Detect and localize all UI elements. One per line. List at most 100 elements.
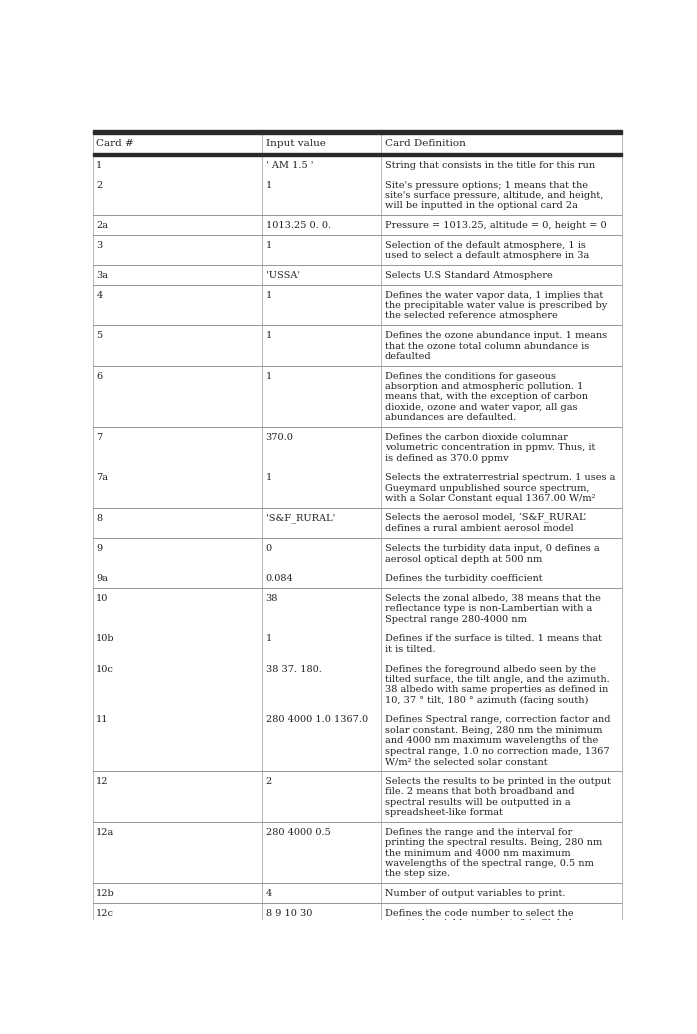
Text: 6: 6 (96, 371, 102, 381)
Text: 38 37. 180.: 38 37. 180. (266, 665, 321, 673)
Text: Selects the zonal albedo, 38 means that the: Selects the zonal albedo, 38 means that … (385, 594, 601, 603)
Text: 10b: 10b (96, 635, 115, 643)
Text: dioxide, ozone and water vapor, all gas: dioxide, ozone and water vapor, all gas (385, 403, 577, 412)
Text: reflectance type is non-Lambertian with a: reflectance type is non-Lambertian with … (385, 604, 592, 613)
Bar (93, 588, 622, 629)
Text: Defines the ozone abundance input. 1 means: Defines the ozone abundance input. 1 mea… (385, 331, 607, 340)
Text: 11: 11 (96, 716, 109, 725)
Bar (93, 153, 622, 156)
Text: Defines the code number to select the: Defines the code number to select the (385, 909, 574, 918)
Text: used to select a default atmosphere in 3a: used to select a default atmosphere in 3… (385, 251, 589, 261)
Text: 4: 4 (96, 291, 102, 300)
Text: Selects the results to be printed in the output: Selects the results to be printed in the… (385, 777, 611, 786)
Bar (93, 934, 622, 938)
Bar (93, 130, 622, 134)
Text: 10: 10 (96, 594, 109, 603)
Text: means that, with the exception of carbon: means that, with the exception of carbon (385, 393, 588, 401)
Text: 12b: 12b (96, 889, 115, 898)
Text: Selects the extraterrestrial spectrum. 1 uses a: Selects the extraterrestrial spectrum. 1… (385, 474, 615, 483)
Text: Defines Spectral range, correction factor and: Defines Spectral range, correction facto… (385, 716, 611, 725)
Text: defaulted: defaulted (385, 352, 431, 361)
Text: 7: 7 (96, 433, 102, 442)
Text: 9a: 9a (96, 574, 108, 583)
Text: 4: 4 (266, 889, 272, 898)
Text: 12a: 12a (96, 827, 114, 837)
Text: spreadsheet-like format: spreadsheet-like format (385, 808, 503, 817)
Text: solar constant. Being, 280 nm the minimum: solar constant. Being, 280 nm the minimu… (385, 726, 602, 735)
Text: 8: 8 (96, 514, 102, 523)
Text: aerosol optical depth at 500 nm: aerosol optical depth at 500 nm (385, 554, 542, 564)
Text: 12c: 12c (96, 909, 114, 918)
Text: 0.084: 0.084 (266, 574, 293, 583)
Text: the step size.: the step size. (385, 870, 450, 878)
Text: Defines the range and the interval for: Defines the range and the interval for (385, 827, 572, 837)
Bar (93, 326, 622, 366)
Text: with a Solar Constant equal 1367.00 W/m²: with a Solar Constant equal 1367.00 W/m² (385, 494, 595, 504)
Text: abundances are defaulted.: abundances are defaulted. (385, 414, 516, 422)
Text: 1013.25 0. 0.: 1013.25 0. 0. (266, 221, 331, 231)
Text: 1: 1 (266, 635, 272, 643)
Text: String that consists in the title for this run: String that consists in the title for th… (385, 161, 595, 170)
Text: the minimum and 4000 nm maximum: the minimum and 4000 nm maximum (385, 849, 570, 857)
Text: the selected reference atmosphere: the selected reference atmosphere (385, 311, 558, 321)
Text: 'USSA': 'USSA' (266, 271, 300, 280)
Text: Selects U.S Standard Atmosphere: Selects U.S Standard Atmosphere (385, 271, 553, 280)
Bar (93, 710, 622, 771)
Bar (93, 660, 622, 709)
Text: is defined as 370.0 ppmv: is defined as 370.0 ppmv (385, 454, 508, 463)
Text: 10, 37 ° tilt, 180 ° azimuth (facing south): 10, 37 ° tilt, 180 ° azimuth (facing sou… (385, 696, 588, 705)
Text: Card #: Card # (96, 140, 134, 149)
Text: W/m² the selected solar constant: W/m² the selected solar constant (385, 757, 547, 766)
Text: Site's pressure options; 1 means that the: Site's pressure options; 1 means that th… (385, 181, 588, 189)
Bar (93, 884, 622, 903)
Text: absorption and atmospheric pollution. 1: absorption and atmospheric pollution. 1 (385, 382, 583, 391)
Bar (93, 630, 622, 659)
Text: tilted surface, the tilt angle, and the azimuth.: tilted surface, the tilt angle, and the … (385, 675, 610, 683)
Text: 370.0: 370.0 (266, 433, 293, 442)
Text: Defines the turbidity coefficient: Defines the turbidity coefficient (385, 574, 542, 583)
Text: spectral range, 1.0 no correction made, 1367: spectral range, 1.0 no correction made, … (385, 747, 609, 756)
Bar (93, 904, 622, 934)
Text: Selects the turbidity data input, 0 defines a: Selects the turbidity data input, 0 defi… (385, 544, 599, 553)
Bar (93, 771, 622, 822)
Text: 2: 2 (266, 777, 272, 786)
Text: 1: 1 (96, 161, 102, 170)
Text: 280 4000 1.0 1367.0: 280 4000 1.0 1367.0 (266, 716, 368, 725)
Text: wavelengths of the spectral range, 0.5 nm: wavelengths of the spectral range, 0.5 n… (385, 859, 594, 868)
Text: 280 4000 0.5: 280 4000 0.5 (266, 827, 330, 837)
Text: Number of output variables to print.: Number of output variables to print. (385, 889, 565, 898)
Bar (93, 236, 622, 266)
Text: 2a: 2a (96, 221, 108, 231)
Bar (93, 176, 622, 215)
Bar (93, 285, 622, 326)
Bar (93, 366, 622, 427)
Text: file. 2 means that both broadband and: file. 2 means that both broadband and (385, 787, 574, 796)
Text: Selection of the default atmosphere, 1 is: Selection of the default atmosphere, 1 i… (385, 241, 585, 250)
Bar (93, 428, 622, 467)
Text: Defines the carbon dioxide columnar: Defines the carbon dioxide columnar (385, 433, 567, 442)
Text: Defines if the surface is tilted. 1 means that: Defines if the surface is tilted. 1 mean… (385, 635, 602, 643)
Text: 0: 0 (266, 544, 272, 553)
Bar (93, 134, 622, 153)
Text: 3a: 3a (96, 271, 108, 280)
Bar (93, 266, 622, 285)
Text: ' AM 1.5 ': ' AM 1.5 ' (266, 161, 313, 170)
Bar (93, 569, 622, 588)
Text: Defines the water vapor data, 1 implies that: Defines the water vapor data, 1 implies … (385, 291, 603, 300)
Text: Card Definition: Card Definition (385, 140, 466, 149)
Text: Gueymard unpublished source spectrum,: Gueymard unpublished source spectrum, (385, 484, 590, 493)
Text: 1: 1 (266, 371, 272, 381)
Text: 1: 1 (266, 291, 272, 300)
Text: 3: 3 (96, 241, 102, 250)
Text: 2: 2 (96, 181, 102, 189)
Text: 38 albedo with same properties as defined in: 38 albedo with same properties as define… (385, 686, 608, 695)
Text: it is tilted.: it is tilted. (385, 645, 436, 653)
Bar (93, 823, 622, 883)
Text: volumetric concentration in ppmv. Thus, it: volumetric concentration in ppmv. Thus, … (385, 444, 595, 452)
Text: 12: 12 (96, 777, 109, 786)
Text: Spectral range 280-4000 nm: Spectral range 280-4000 nm (385, 615, 527, 624)
Bar (93, 509, 622, 539)
Text: 8 9 10 30: 8 9 10 30 (266, 909, 312, 918)
Bar (93, 156, 622, 175)
Text: 38: 38 (266, 594, 278, 603)
